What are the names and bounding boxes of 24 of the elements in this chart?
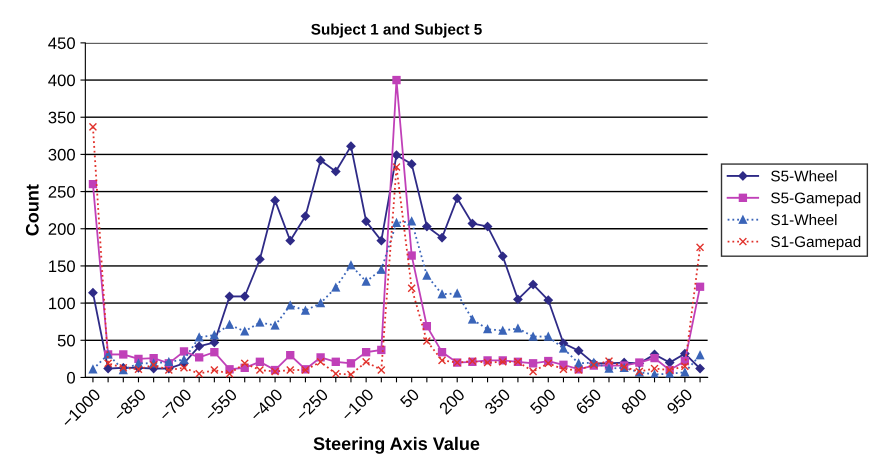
y-tick-label: 200 xyxy=(48,223,75,235)
y-tick-label: 450 xyxy=(48,37,75,50)
x-tick-label: 500 xyxy=(529,388,556,416)
x-tick-label: 350 xyxy=(484,388,511,416)
y-axis-title: Count xyxy=(26,184,39,236)
chart-title: Subject 1 and Subject 5 xyxy=(311,23,482,38)
y-tick-label: 0 xyxy=(67,372,75,384)
x-tick-label: 800 xyxy=(620,388,648,415)
legend-label: S1-Gamepad xyxy=(771,236,860,250)
y-tick-label: 350 xyxy=(48,112,75,124)
legend-label: S1-Wheel xyxy=(771,214,836,226)
x-tick-label: 200 xyxy=(438,388,466,415)
x-tick-label: 950 xyxy=(666,388,694,415)
x-tick-label: 650 xyxy=(575,388,602,415)
legend-label: S5-Gamepad xyxy=(771,192,860,206)
y-tick-label: 300 xyxy=(48,148,75,161)
legend-label: S5-Wheel xyxy=(771,170,836,182)
y-tick-label: 50 xyxy=(58,334,75,346)
y-tick-label: 100 xyxy=(49,298,75,310)
x-axis-title: Steering Axis Value xyxy=(314,436,480,454)
x-tick-label: 50 xyxy=(399,388,420,408)
y-tick-label: 250 xyxy=(48,186,75,198)
y-tick-label: 150 xyxy=(49,260,75,272)
y-tick-label: 400 xyxy=(48,74,75,86)
